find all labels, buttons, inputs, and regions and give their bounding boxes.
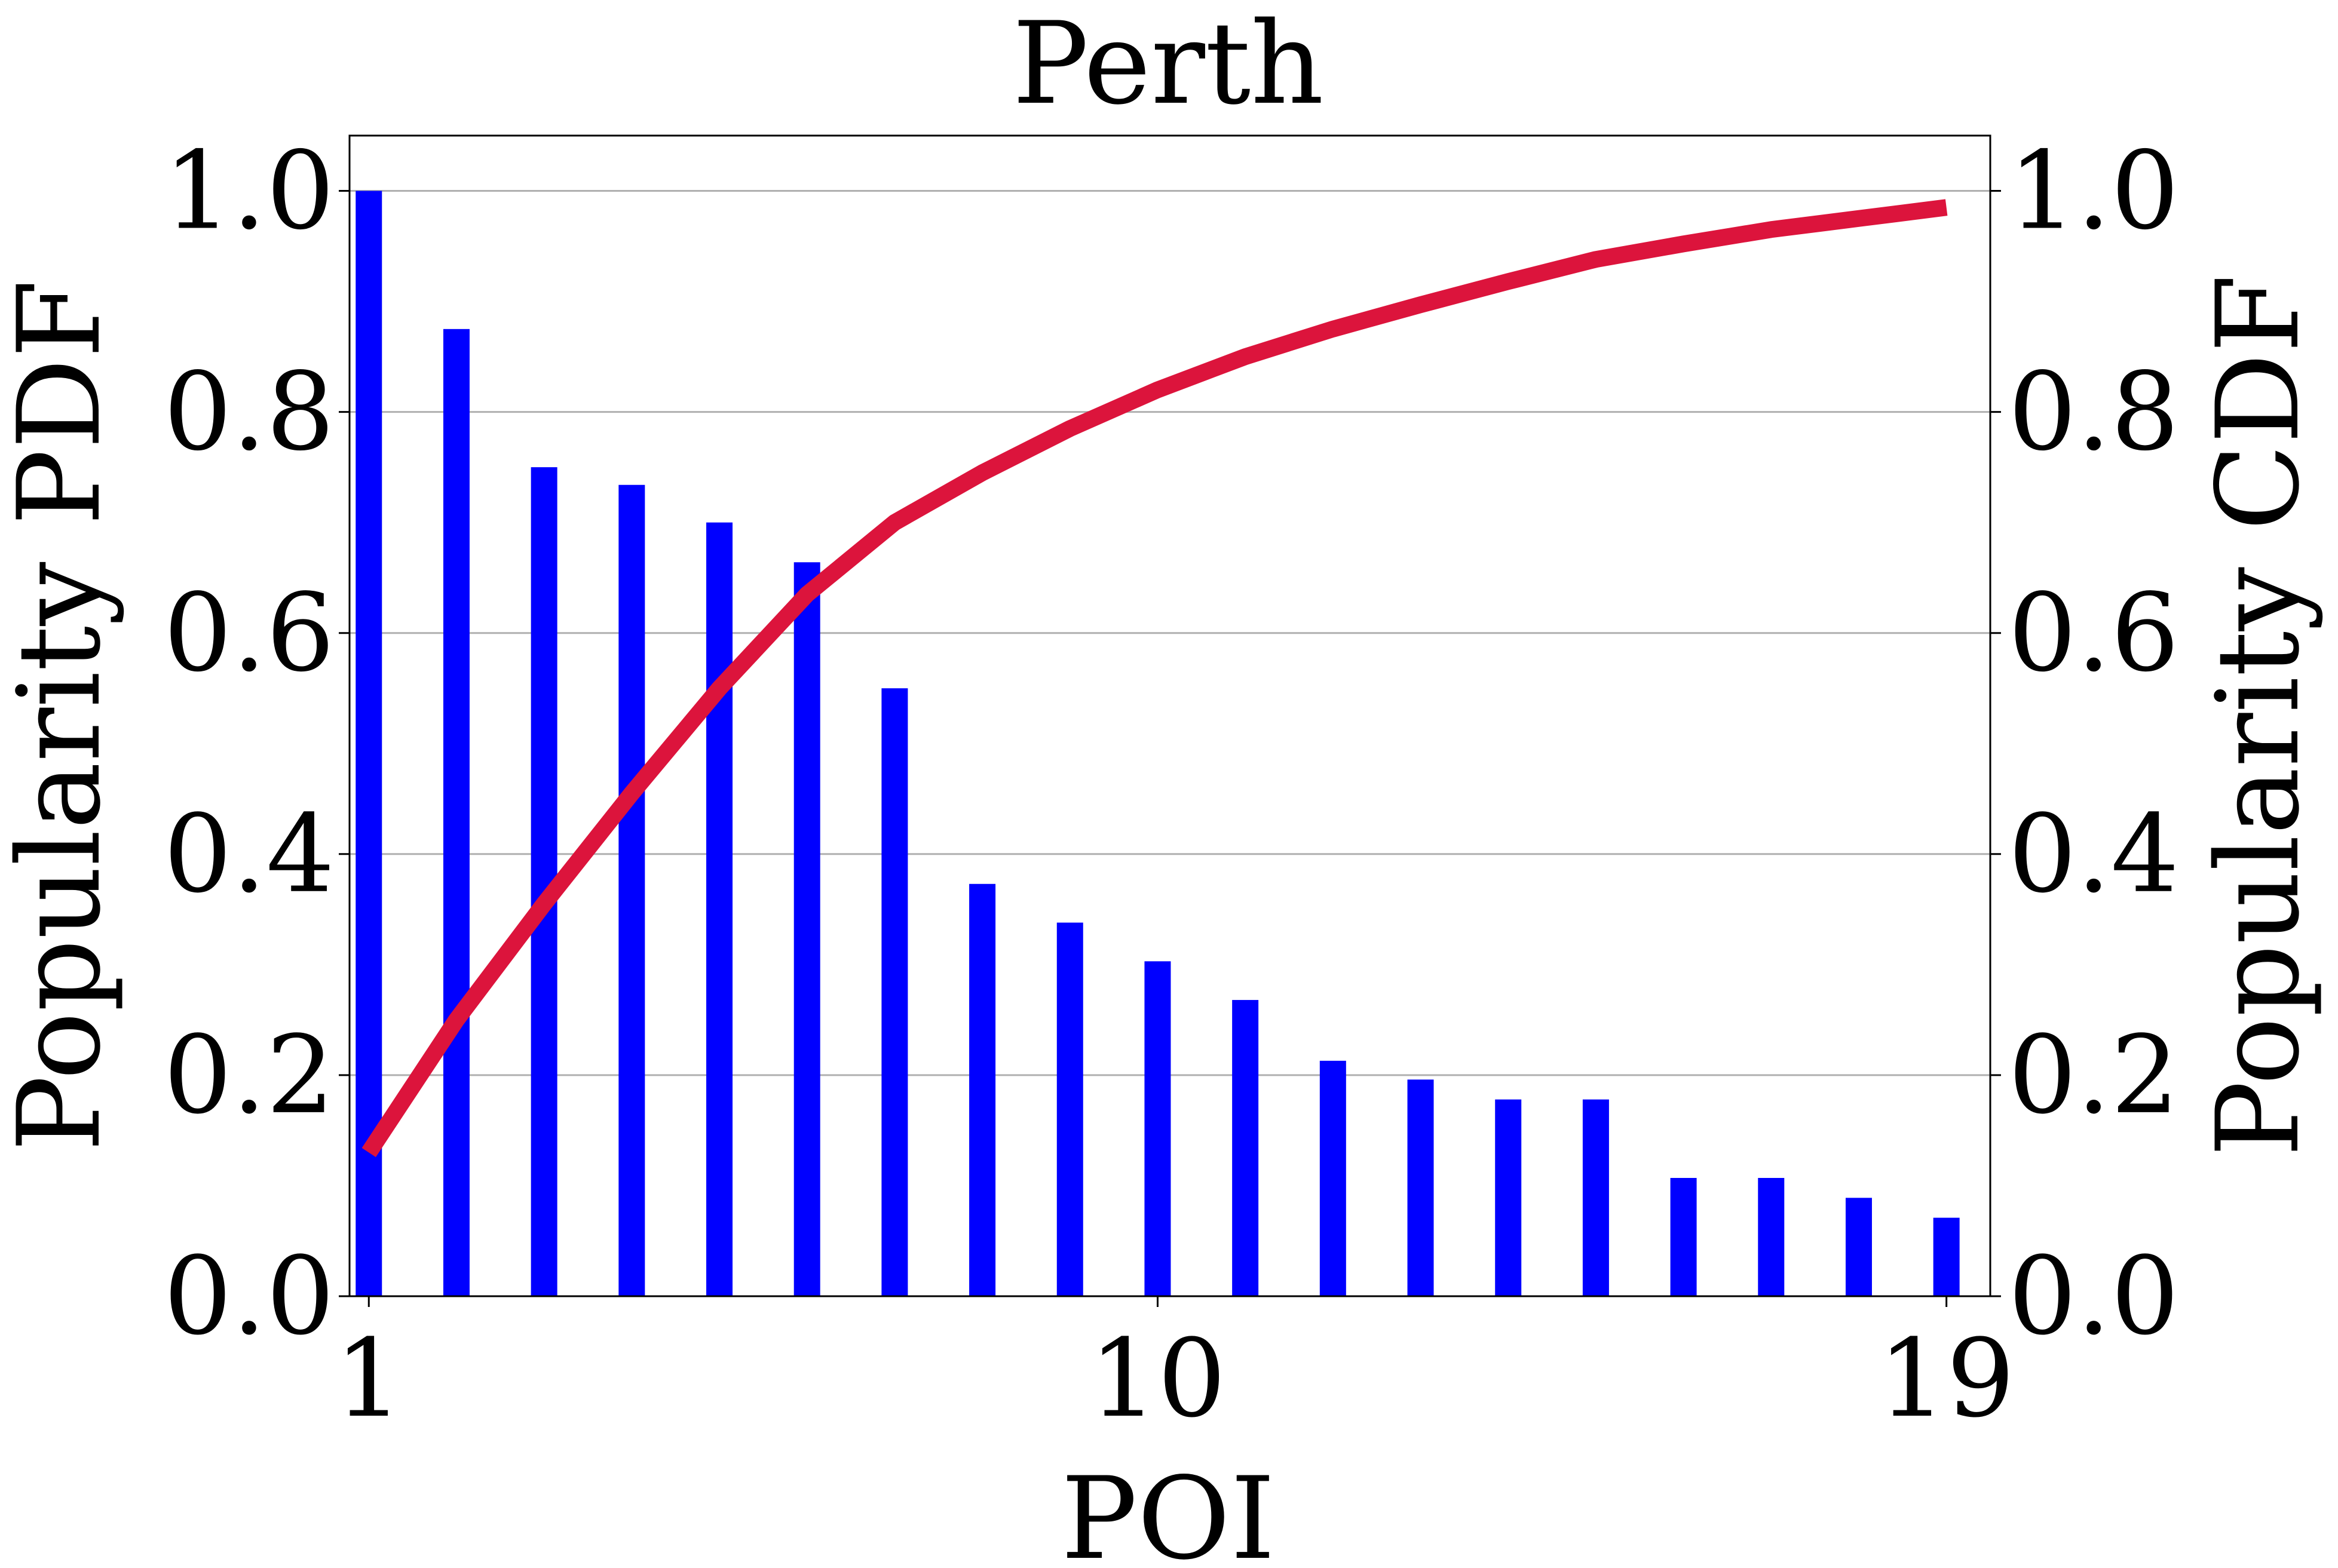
y-tick-label-left-2: 0.4 (164, 792, 335, 917)
x-tick-label-0: 1 (335, 1317, 403, 1441)
pdf-bar-9 (1056, 922, 1083, 1296)
y-tick-label-left-0: 0.0 (164, 1234, 335, 1359)
pdf-bar-13 (1407, 1079, 1434, 1296)
pdf-bar-19 (1933, 1217, 1960, 1296)
x-axis-label: POI (1061, 1453, 1276, 1568)
pdf-bar-18 (1845, 1198, 1872, 1296)
pdf-bar-12 (1319, 1060, 1346, 1296)
pdf-bar-14 (1495, 1099, 1522, 1296)
pdf-bar-17 (1758, 1177, 1785, 1296)
pdf-bar-1 (356, 191, 382, 1296)
pdf-bar-11 (1232, 1000, 1259, 1296)
y-tick-label-right-0: 0.0 (2008, 1234, 2179, 1359)
line-layer (361, 199, 1948, 1158)
pdf-bar-6 (793, 562, 820, 1296)
cdf-line (361, 199, 1948, 1158)
pdf-bar-16 (1670, 1177, 1697, 1296)
pdf-bar-15 (1582, 1099, 1609, 1296)
plot-frame (348, 134, 1991, 1297)
y-axis-label-right: Popularity CDF (2192, 274, 2324, 1157)
y-tick-label-left-3: 0.6 (164, 571, 335, 696)
y-axis-label-left: Popularity PDF (0, 280, 125, 1152)
x-tick-label-2: 19 (1878, 1317, 2015, 1441)
bar-layer (356, 191, 1960, 1297)
y-tick-label-left-5: 1.0 (164, 129, 335, 254)
y-tick-label-right-1: 0.2 (2008, 1013, 2179, 1138)
y-tick-label-right-5: 1.0 (2008, 129, 2179, 254)
pdf-bar-5 (706, 522, 733, 1296)
axis-layer: 0.0 0.2 0.4 0.6 0.8 1.0 0.0 0.2 0.4 0.6 0.8 1.0 1 10 1… (164, 129, 2180, 1441)
chart-title: Perth (1012, 0, 1323, 130)
y-tick-label-right-2: 0.4 (2008, 792, 2179, 917)
pdf-bar-7 (881, 688, 908, 1296)
pdf-bar-2 (443, 329, 470, 1297)
pdf-bar-4 (618, 484, 645, 1296)
y-tick-label-right-3: 0.6 (2008, 571, 2179, 696)
y-tick-label-left-1: 0.2 (164, 1013, 335, 1138)
y-tick-label-left-4: 0.8 (164, 350, 335, 475)
y-tick-label-right-4: 0.8 (2008, 350, 2179, 475)
pdf-bar-10 (1144, 961, 1171, 1296)
pdf-bar-8 (969, 883, 996, 1296)
x-tick-label-1: 10 (1089, 1317, 1226, 1441)
